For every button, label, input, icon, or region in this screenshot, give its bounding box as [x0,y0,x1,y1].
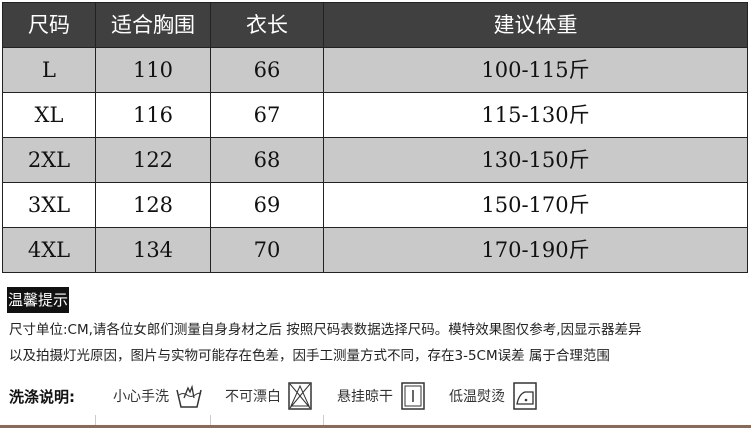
cell: 3XL [2,182,96,228]
table-row: L 110 66 100-115斤 [2,47,748,93]
wash-label: 小心手洗 [113,389,169,405]
header-chest: 适合胸围 [95,2,211,48]
size-chart-table: 尺码 适合胸围 衣长 建议体重 L 110 66 100-115斤 XL 116 67 11… [2,2,748,273]
divider [323,415,324,425]
wash-item: 悬挂晾干 [337,382,427,410]
wash-label: 悬挂晾干 [337,389,393,405]
bottom-strip [0,425,751,428]
low-iron-icon [513,382,537,410]
wash-title: 洗涤说明: [9,387,75,406]
hang-dry-icon [401,382,425,410]
cell: 115-130斤 [323,92,748,138]
wash-label: 不可漂白 [225,389,281,405]
table-row: 2XL 122 68 130-150斤 [2,137,748,183]
cell: 4XL [2,227,96,273]
cell: 130-150斤 [323,137,748,183]
table-row: 4XL 134 70 170-190斤 [2,227,748,273]
header-length: 衣长 [210,2,324,48]
table-header: 尺码 适合胸围 衣长 建议体重 [2,2,748,48]
cell: XL [2,92,96,138]
cell: 70 [210,227,324,273]
cell: 69 [210,182,324,228]
wash-instructions: 洗涤说明: 小心手洗 不可漂白 悬挂晾干 低温熨烫 [9,382,561,410]
cell: 116 [95,92,211,138]
divider [95,415,96,425]
cell: 2XL [2,137,96,183]
cell: 100-115斤 [323,47,748,93]
wash-item: 不可漂白 [225,382,315,410]
cell: 128 [95,182,211,228]
cell: 66 [210,47,324,93]
cell: 67 [210,92,324,138]
table-row: 3XL 128 69 150-170斤 [2,182,748,228]
divider [210,415,211,425]
wash-item: 低温熨烫 [449,382,539,410]
table-row: XL 116 67 115-130斤 [2,92,748,138]
header-weight: 建议体重 [323,2,748,48]
header-size: 尺码 [2,2,96,48]
tips-line-2: 以及拍摄灯光原因，图片与实物可能存在色差，因手工测量方式不同，存在3-5CM误差… [9,348,610,364]
cell: 134 [95,227,211,273]
tips-label: 温馨提示 [7,287,69,313]
cell: 110 [95,47,211,93]
tips-line-1: 尺寸单位:CM,请各位女郎们测量自身身材之后 按照尺码表数据选择尺码。模特效果图… [9,322,642,338]
cell: 122 [95,137,211,183]
cell: L [2,47,96,93]
no-bleach-icon [288,382,312,410]
wash-item: 小心手洗 [113,382,203,410]
hand-wash-icon [176,384,202,408]
cell: 170-190斤 [323,227,748,273]
cell: 68 [210,137,324,183]
cell: 150-170斤 [323,182,748,228]
wash-label: 低温熨烫 [449,389,505,405]
